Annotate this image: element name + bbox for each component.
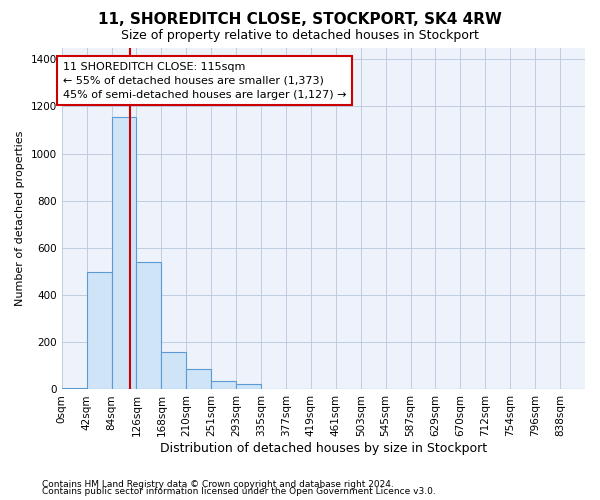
Bar — [211, 381, 236, 390]
Text: Size of property relative to detached houses in Stockport: Size of property relative to detached ho… — [121, 29, 479, 42]
Bar — [62, 388, 86, 390]
Text: Contains public sector information licensed under the Open Government Licence v3: Contains public sector information licen… — [42, 488, 436, 496]
Text: 11 SHOREDITCH CLOSE: 115sqm
← 55% of detached houses are smaller (1,373)
45% of : 11 SHOREDITCH CLOSE: 115sqm ← 55% of det… — [63, 62, 346, 100]
Bar — [112, 117, 136, 390]
Bar — [236, 384, 261, 390]
Text: Contains HM Land Registry data © Crown copyright and database right 2024.: Contains HM Land Registry data © Crown c… — [42, 480, 394, 489]
Bar — [86, 272, 112, 390]
Bar — [186, 370, 211, 390]
Bar — [161, 352, 186, 390]
Text: 11, SHOREDITCH CLOSE, STOCKPORT, SK4 4RW: 11, SHOREDITCH CLOSE, STOCKPORT, SK4 4RW — [98, 12, 502, 28]
Y-axis label: Number of detached properties: Number of detached properties — [15, 131, 25, 306]
X-axis label: Distribution of detached houses by size in Stockport: Distribution of detached houses by size … — [160, 442, 487, 455]
Bar — [136, 262, 161, 390]
